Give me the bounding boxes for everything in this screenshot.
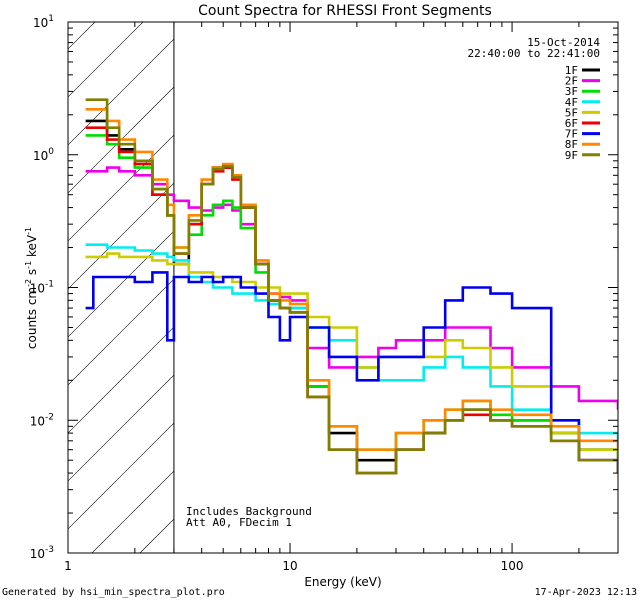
y-tick-labels: 10-3 10-2 10-1 100 101 <box>30 14 55 561</box>
series-lines <box>85 98 618 475</box>
note-background: Includes Background <box>186 505 312 518</box>
ylabel-mid: s <box>25 269 39 279</box>
x-tick-labels: 1 10 100 <box>64 559 523 573</box>
legend-label-9F: 9F <box>565 149 578 162</box>
hatch-line <box>620 22 640 553</box>
date-label: 15-Oct-2014 <box>527 36 600 49</box>
ylabel-sup2: -1 <box>24 261 33 269</box>
generated-by-label: Generated by hsi_min_spectra_plot.pro <box>2 587 225 598</box>
y-tick-label: 10-2 <box>30 412 54 428</box>
legend-label-7F: 7F <box>565 128 578 141</box>
ylabel-end: keV <box>25 234 39 261</box>
legend-label-5F: 5F <box>565 106 578 119</box>
ylabel-sup1: -2 <box>24 279 33 287</box>
series-line-5F <box>85 252 618 461</box>
series-line-9F <box>85 98 618 475</box>
y-axis-label: counts cm-2 s-1 keV-1 <box>24 227 39 349</box>
hatch-line <box>68 22 240 194</box>
legend-label-2F: 2F <box>565 75 578 88</box>
x-tick-label: 100 <box>501 559 524 573</box>
y-tick-label: 100 <box>33 147 54 163</box>
chart-title: Count Spectra for RHESSI Front Segments <box>198 3 492 19</box>
y-tick-label: 10-3 <box>30 545 54 561</box>
legend-label-8F: 8F <box>565 138 578 151</box>
x-tick-label: 1 <box>64 559 72 573</box>
axis-ticks <box>67 21 619 554</box>
x-tick-label: 10 <box>282 559 297 573</box>
legend-label-4F: 4F <box>565 96 578 109</box>
y-tick-label: 10-1 <box>30 280 54 296</box>
legend-label-6F: 6F <box>565 117 578 130</box>
y-tick-label: 101 <box>33 14 54 30</box>
note-attenuator: Att A0, FDecim 1 <box>186 516 292 529</box>
series-line-7F <box>85 271 618 474</box>
legend-label-1F: 1F <box>565 64 578 77</box>
x-axis-label: Energy (keV) <box>304 575 381 589</box>
hatched-region <box>68 22 640 553</box>
timestamp-label: 17-Apr-2023 12:13 <box>535 587 637 598</box>
ylabel-base: counts cm <box>25 287 39 349</box>
time-range-label: 22:40:00 to 22:41:00 <box>468 47 600 60</box>
legend-label-3F: 3F <box>565 85 578 98</box>
ylabel-sup3: -1 <box>24 227 33 235</box>
